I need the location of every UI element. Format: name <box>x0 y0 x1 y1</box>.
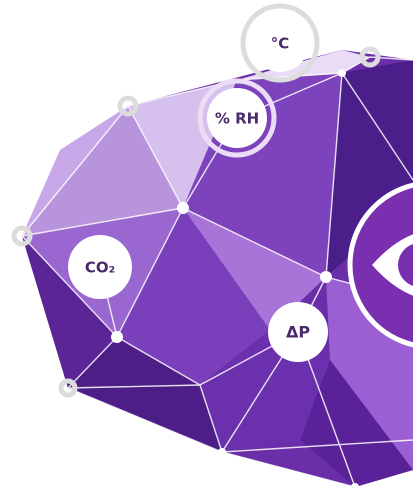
network-dots <box>111 69 359 491</box>
ring-dot <box>58 378 78 398</box>
gem <box>22 50 413 487</box>
node-circle <box>251 14 309 72</box>
ring-dot <box>117 95 139 117</box>
node-circle <box>207 88 267 148</box>
node-dot <box>338 69 346 77</box>
eye-pupil <box>398 244 413 286</box>
node-dot <box>351 483 359 491</box>
ring <box>240 3 320 83</box>
node-dot <box>177 202 189 214</box>
sensor-nodes: °C % RH CO₂ ΔP <box>68 14 328 362</box>
eye-badge <box>347 182 413 348</box>
node-label: CO₂ <box>85 259 115 277</box>
node-circle <box>268 302 328 362</box>
ring <box>197 78 277 158</box>
outer-rings <box>11 3 381 398</box>
node-label: % RH <box>215 110 259 128</box>
node-dot <box>218 448 226 456</box>
node-dot <box>320 271 332 283</box>
node-label: ΔP <box>286 323 310 342</box>
node-label: °C <box>271 35 290 53</box>
ring-dot <box>359 46 381 68</box>
node-circle <box>68 235 132 299</box>
node-dot <box>111 331 123 343</box>
ring-dot <box>11 225 33 247</box>
eye-shape <box>372 234 413 296</box>
